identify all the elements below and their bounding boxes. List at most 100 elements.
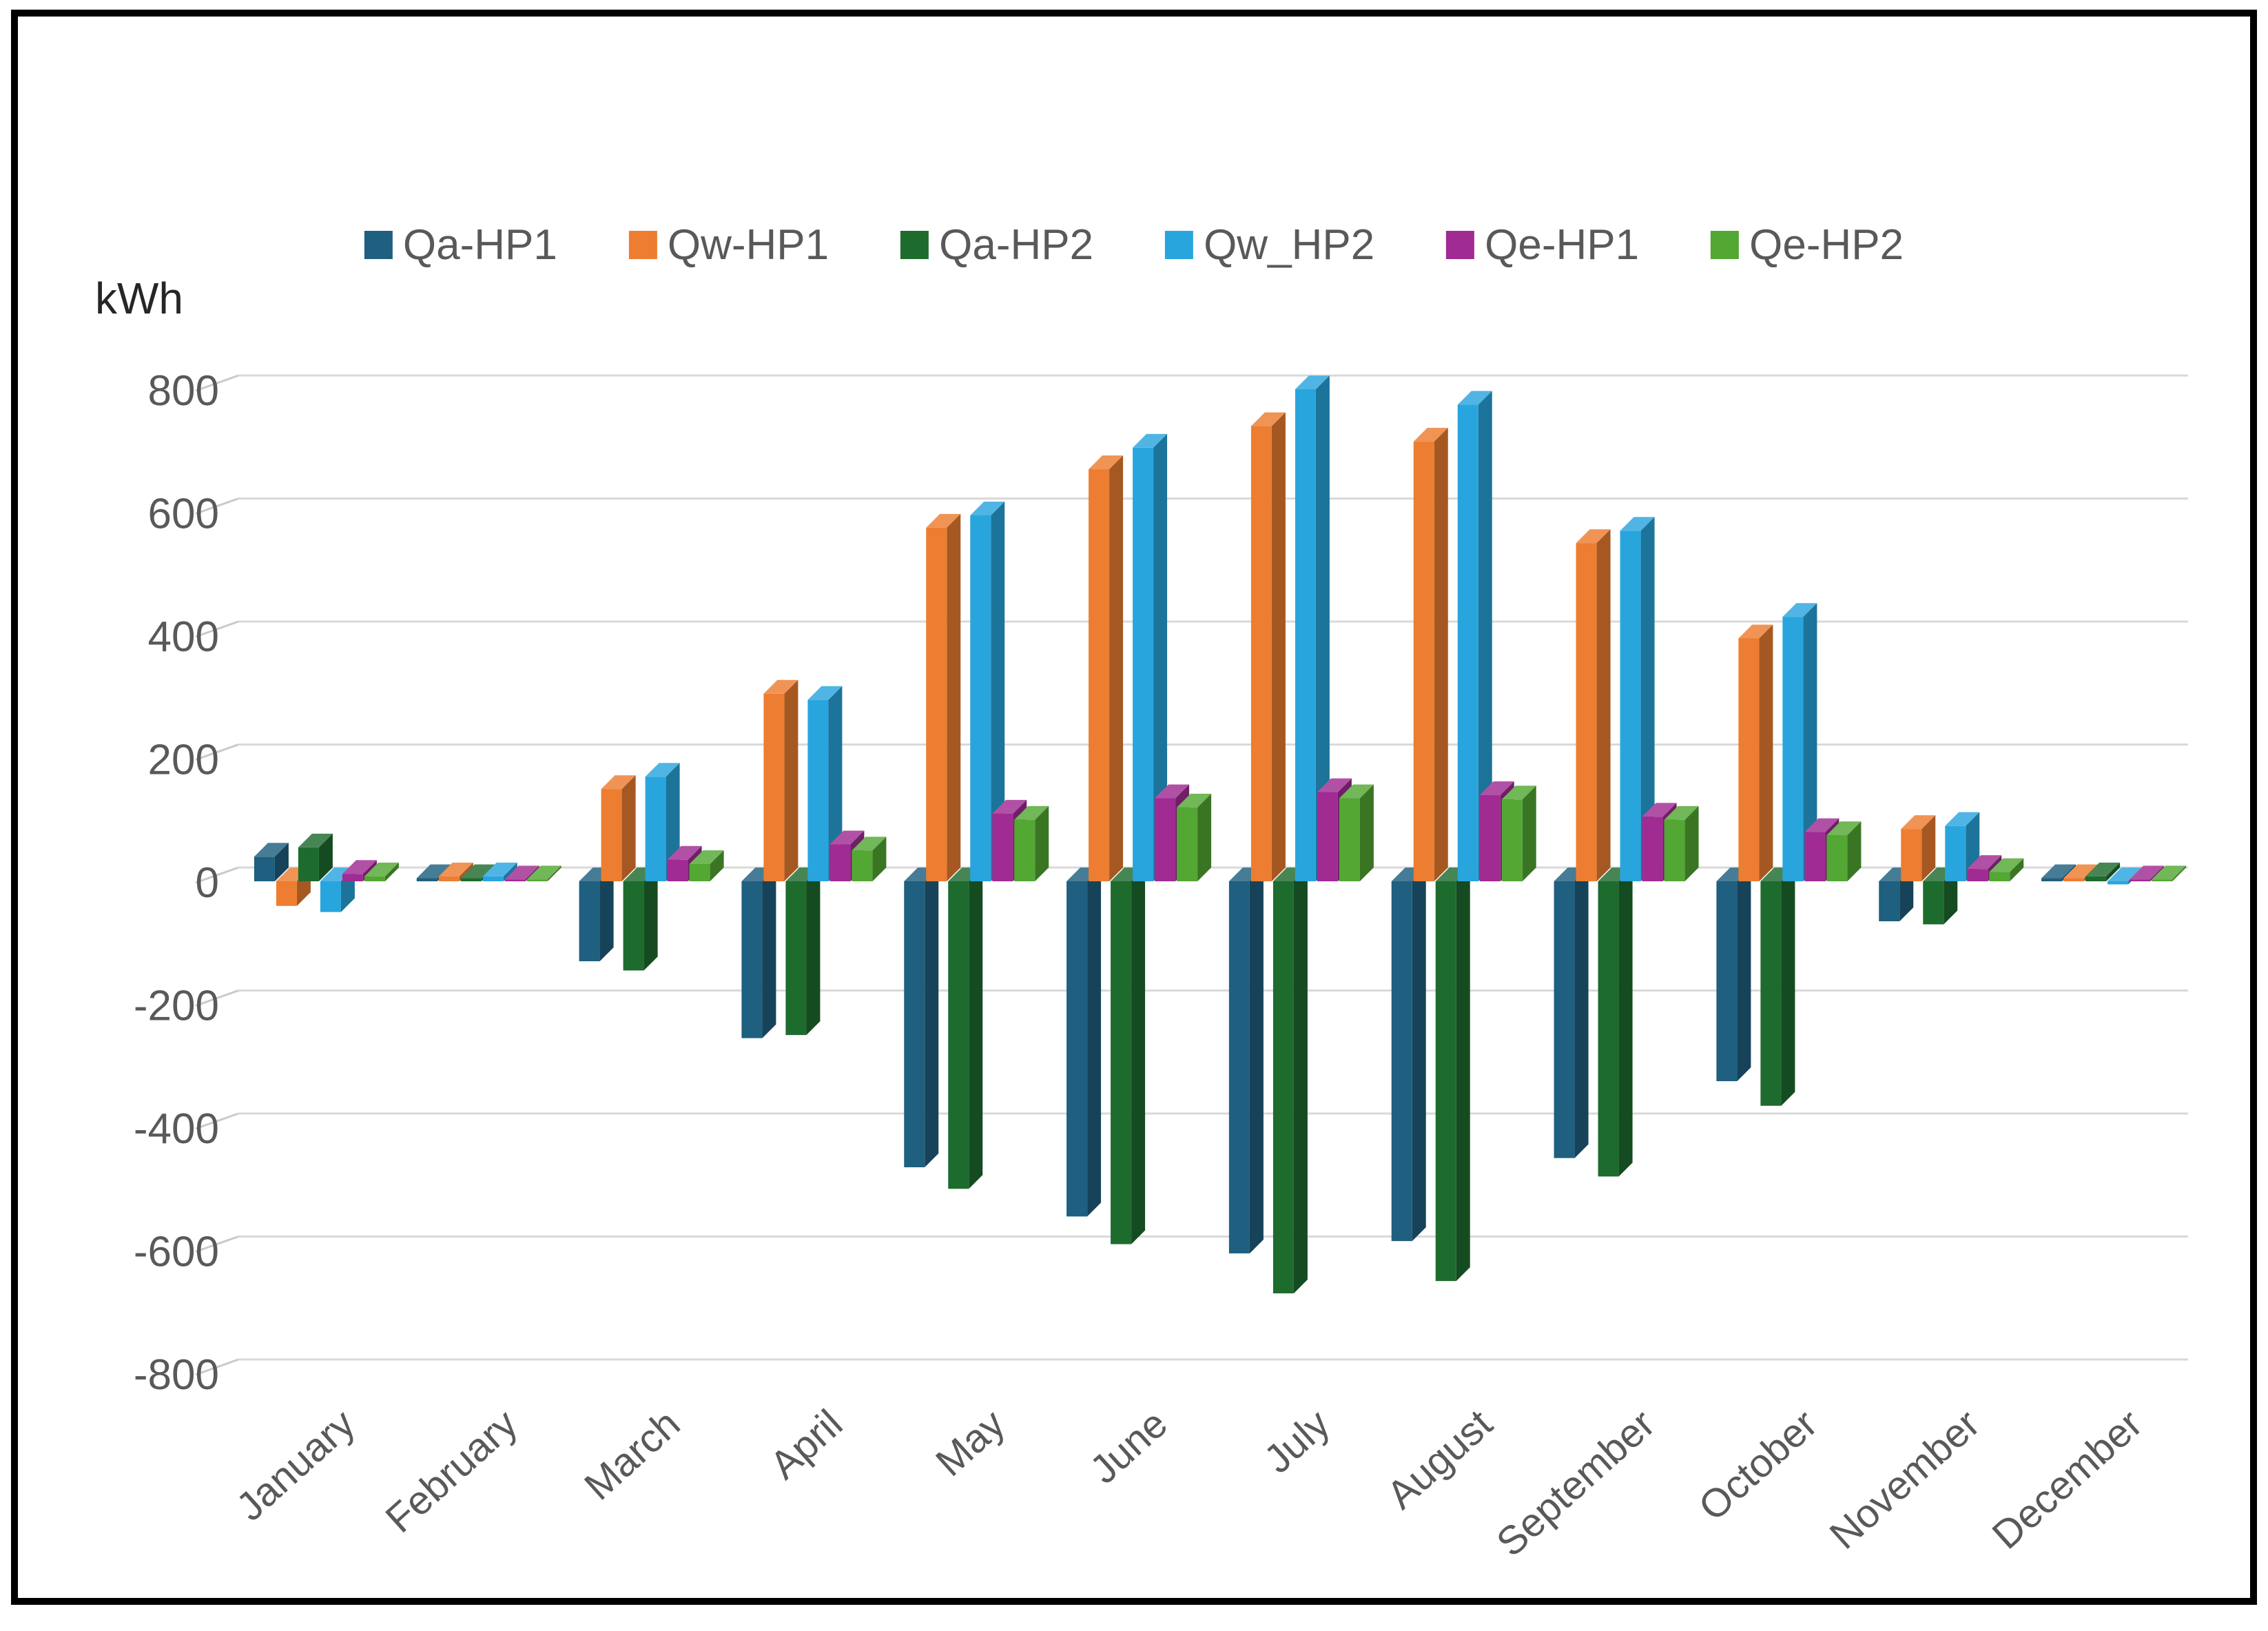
bar-front-face [1089, 469, 1110, 881]
bar-front-face [416, 878, 437, 881]
bar-front-face [1879, 881, 1900, 922]
bar-Qw_HP2-September [1620, 517, 1655, 881]
bar-front-face [1716, 881, 1738, 1082]
legend-swatch-Qw-HP1 [628, 231, 657, 259]
bar-top-face [1642, 803, 1677, 817]
bar-front-face [1945, 825, 1966, 881]
bar-Qe-HP1-August [1479, 781, 1514, 881]
bar-top-face [2063, 864, 2099, 879]
bar-front-face [320, 881, 341, 912]
y-tick--200 [195, 989, 239, 1007]
bar-front-face [1598, 881, 1619, 1177]
bar-top-face [1804, 818, 1839, 832]
bar-front-face [342, 874, 363, 881]
bar-front-face [1554, 881, 1575, 1158]
bar-top-face [926, 513, 961, 528]
bar-side-face [806, 868, 821, 1036]
bar-Qa-HP2-October [1760, 868, 1795, 1106]
bar-front-face [1177, 807, 1198, 881]
bar-Qw-HP1-September [1576, 529, 1611, 881]
bar-front-face [1501, 799, 1523, 881]
x-axis-label-May: May [927, 1401, 1013, 1485]
bar-Qw-HP1-October [1738, 624, 1773, 881]
y-axis-tick-label: 0 [196, 859, 219, 907]
legend-label: Qa-HP1 [402, 221, 557, 269]
bar-Qw_HP2-April [807, 686, 843, 881]
bar-front-face [2130, 879, 2151, 881]
legend-label: Qe-HP2 [1749, 221, 1904, 269]
bar-side-face [1456, 868, 1470, 1282]
bar-side-face [710, 850, 724, 881]
bar-Qa-HP1-May [904, 868, 939, 1168]
legend-item-Qa-HP2: Qa-HP2 [900, 220, 1093, 269]
bar-front-face [785, 881, 807, 1036]
bar-side-face [969, 868, 983, 1189]
bar-Qa-HP1-June [1066, 868, 1102, 1217]
bar-Qw_HP2-October [1782, 603, 1817, 881]
bar-top-face [1133, 433, 1168, 448]
bar-side-face [1271, 412, 1286, 881]
y-tick-400 [195, 620, 239, 638]
bar-front-face [1642, 817, 1663, 881]
x-axis-label-March: March [576, 1401, 688, 1508]
bar-Qe-HP2-July [1339, 784, 1374, 881]
bar-top-face [1295, 376, 1330, 389]
bar-top-face [2041, 864, 2076, 879]
bar-front-face [645, 777, 666, 881]
bar-top-face [1901, 815, 1936, 830]
bar-top-face [829, 830, 865, 845]
bar-top-face [1479, 781, 1514, 796]
bar-Qw-HP1-July [1250, 412, 1286, 881]
bar-front-face [1457, 404, 1478, 881]
bar-front-face [2063, 878, 2085, 881]
legend-label: Qe-HP1 [1485, 221, 1640, 269]
bar-front-face [482, 876, 504, 881]
bar-side-face [1640, 517, 1655, 881]
chart-area: Qa-HP1 Qw-HP1 Qa-HP2 Qw_HP2 Qe-HP1 Qe-HP2 kWh… [18, 17, 2250, 1598]
bar-front-face [904, 881, 925, 1168]
bar-top-face [1738, 624, 1773, 639]
bar-front-face [852, 850, 873, 881]
bar-side-face [1109, 455, 1124, 881]
bar-top-face [1576, 529, 1611, 544]
bar-Qw_HP2-June [1133, 433, 1168, 881]
bar-top-face [254, 843, 289, 857]
bar-top-face [1457, 391, 1492, 405]
bar-top-face [667, 845, 702, 860]
bar-front-face [254, 856, 275, 881]
bar-side-face [925, 868, 939, 1168]
bar-front-face [1413, 441, 1434, 881]
bar-side-face [784, 679, 798, 881]
bar-Qe-HP2-April [852, 837, 887, 881]
bar-front-face [1782, 617, 1804, 881]
bar-side-face [503, 862, 517, 881]
bar-front-face [1967, 869, 1988, 881]
y-axis-tick-label: 600 [148, 491, 219, 538]
legend-swatch-Qw_HP2 [1165, 231, 1194, 259]
bar-top-face [1339, 784, 1374, 799]
bar-side-face [1153, 433, 1168, 881]
bar-front-face [689, 864, 710, 881]
bar-side-face [1249, 868, 1264, 1253]
y-tick-200 [195, 743, 239, 761]
x-axis-label-September: September [1488, 1401, 1663, 1565]
bar-front-face [1901, 829, 1922, 881]
y-axis-unit-label: kWh [95, 274, 183, 323]
bar-top-face [482, 862, 517, 876]
bar-Qa-HP2-April [785, 868, 821, 1036]
bar-side-face [1618, 868, 1633, 1177]
legend: Qa-HP1 Qw-HP1 Qa-HP2 Qw_HP2 Qe-HP1 Qe-HP2 [364, 220, 1904, 269]
chart-outer-frame: Qa-HP1 Qw-HP1 Qa-HP2 Qw_HP2 Qe-HP1 Qe-HP2 kWh… [11, 10, 2257, 1605]
bar-side-face [1596, 529, 1611, 881]
bar-Qw-HP1-May [926, 513, 961, 881]
bar-Qa-HP1-October [1716, 868, 1751, 1082]
bar-front-face [2041, 878, 2063, 881]
bar-front-face [948, 881, 969, 1189]
bar-side-face [1412, 868, 1426, 1242]
legend-item-Qw-HP1: Qw-HP1 [628, 220, 829, 269]
bar-top-face [1413, 427, 1448, 442]
bar-Qw_HP2-May [970, 501, 1005, 881]
bar-side-face [1574, 868, 1589, 1158]
bar-side-face [643, 868, 658, 971]
